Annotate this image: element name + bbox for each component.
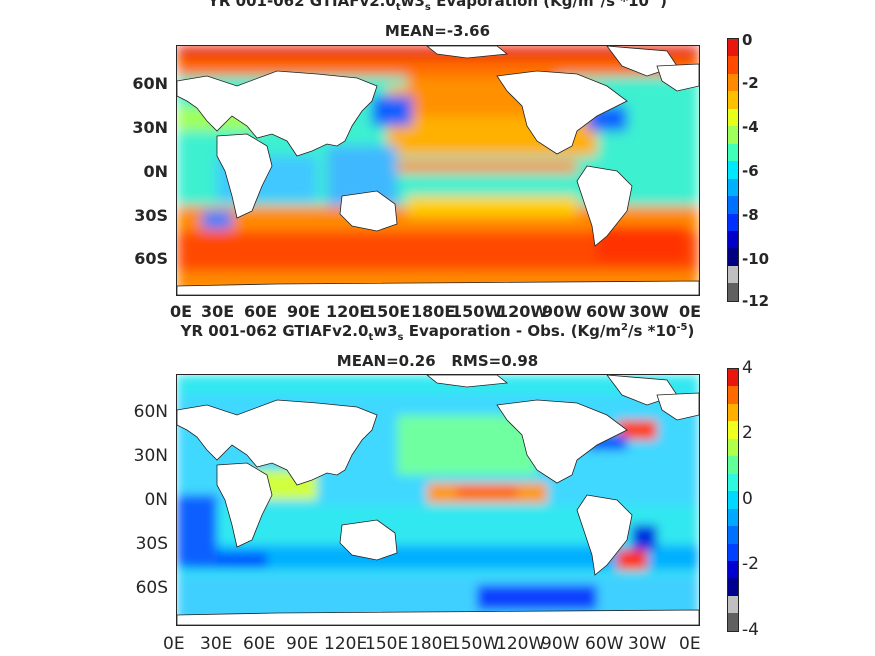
top-lat-label-0n: 0N [143, 162, 168, 181]
colorbar-swatch [728, 248, 738, 266]
bottom-mean-rms-label: MEAN=0.26 RMS=0.98 [336, 352, 539, 370]
bottom-evaporation-difference-map [176, 374, 700, 626]
top-lon-label: 90E [287, 302, 321, 321]
top-lon-label: 150E [366, 302, 411, 321]
bottom-lon-label: 60W [585, 634, 624, 654]
top-lon-label: 90W [542, 302, 582, 321]
top-lon-label: 60W [586, 302, 626, 321]
top-colorbar-tick: 0 [742, 31, 753, 49]
colorbar-swatch [728, 265, 738, 284]
colorbar-swatch [728, 143, 738, 162]
bottom-lon-label: 150W [450, 634, 500, 654]
bottom-lon-label: 0E [163, 634, 185, 654]
bottom-lon-label: 90E [286, 634, 319, 654]
top-lon-label: 120E [326, 302, 371, 321]
bottom-lat-label-30n: 30N [133, 446, 168, 466]
colorbar-swatch [728, 491, 738, 509]
colorbar-swatch [728, 526, 738, 544]
bottom-colorbar-tick: 2 [742, 423, 753, 443]
colorbar-swatch [728, 543, 738, 561]
bottom-colorbar-tick: -2 [742, 554, 759, 574]
top-colorbar-tick: -12 [742, 292, 770, 310]
bottom-lat-label-30s: 30S [135, 534, 168, 554]
top-lat-label-60s: 60S [134, 249, 168, 268]
colorbar-swatch [728, 403, 738, 422]
colorbar-swatch [728, 73, 738, 92]
top-lon-label: 150W [451, 302, 503, 321]
colorbar-swatch [728, 126, 738, 144]
colorbar-swatch [728, 595, 738, 614]
top-colorbar-tick: -2 [742, 74, 759, 92]
top-colorbar-tick: -6 [742, 162, 759, 180]
colorbar-swatch [728, 196, 738, 214]
bottom-lon-label: 120E [324, 634, 368, 654]
top-lon-label: 30W [629, 302, 669, 321]
bottom-lon-label: 150E [365, 634, 409, 654]
colorbar-swatch [728, 421, 738, 439]
bottom-lat-label-0n: 0N [144, 490, 168, 510]
top-lon-label: 180E [411, 302, 456, 321]
top-lon-label: 120W [497, 302, 549, 321]
colorbar-swatch [728, 213, 738, 231]
top-colorbar-tick: -8 [742, 206, 759, 224]
bottom-lon-label: 60E [243, 634, 276, 654]
top-lat-label-60n: 60N [132, 74, 168, 93]
bottom-colorbar-tick: -4 [742, 620, 759, 640]
top-lon-label: 60E [244, 302, 278, 321]
top-lat-label-30n: 30N [132, 118, 168, 137]
top-lon-label: 0E [170, 302, 193, 321]
colorbar-swatch [728, 613, 738, 631]
colorbar-swatch [728, 456, 738, 474]
top-mean-label: MEAN=-3.66 [384, 22, 491, 40]
top-colorbar [727, 38, 739, 302]
bottom-lon-label: 90W [541, 634, 580, 654]
top-lon-label: 0E [679, 302, 702, 321]
bottom-colorbar-tick: 4 [742, 358, 753, 378]
colorbar-swatch [728, 230, 738, 249]
bottom-lon-label: 120W [496, 634, 546, 654]
bottom-colorbar-tick: 0 [742, 489, 753, 509]
bottom-lon-label: 30W [628, 634, 667, 654]
colorbar-swatch [728, 386, 738, 404]
colorbar-swatch [728, 508, 738, 527]
top-lon-label: 30E [201, 302, 235, 321]
colorbar-swatch [728, 369, 738, 387]
bottom-lat-label-60s: 60S [135, 578, 168, 598]
bottom-lon-label: 0E [679, 634, 701, 654]
colorbar-swatch [728, 473, 738, 492]
colorbar-swatch [728, 283, 738, 301]
colorbar-swatch [728, 91, 738, 109]
colorbar-swatch [728, 108, 738, 127]
top-colorbar-tick: -4 [742, 118, 759, 136]
colorbar-swatch [728, 578, 738, 596]
top-lat-label-30s: 30S [134, 206, 168, 225]
bottom-lon-label: 180E [410, 634, 454, 654]
bottom-lat-label-60n: 60N [133, 402, 168, 422]
top-title: YR 001-062 GTIAFv2.0tw3s Evaporation (Kg… [208, 0, 667, 13]
colorbar-swatch [728, 56, 738, 74]
bottom-colorbar [727, 368, 739, 632]
colorbar-swatch [728, 39, 738, 57]
bottom-lon-label: 30E [200, 634, 233, 654]
top-colorbar-tick: -10 [742, 250, 770, 268]
colorbar-swatch [728, 438, 738, 457]
bottom-title: YR 001-062 GTIAFv2.0tw3s Evaporation - O… [180, 322, 695, 343]
colorbar-swatch [728, 560, 738, 579]
colorbar-swatch [728, 161, 738, 179]
top-evaporation-map [176, 45, 700, 296]
colorbar-swatch [728, 178, 738, 197]
